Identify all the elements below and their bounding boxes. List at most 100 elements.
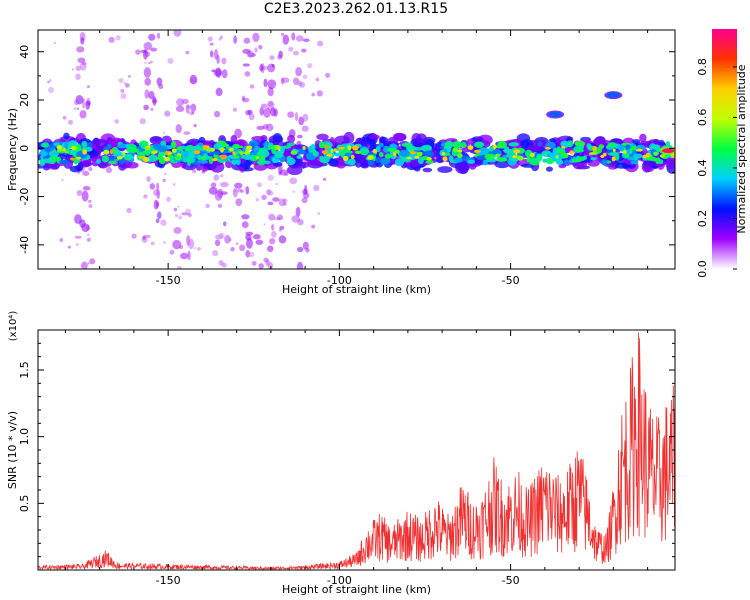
band-core xyxy=(448,155,454,162)
noise-blob xyxy=(270,107,276,117)
noise-dot xyxy=(75,242,79,247)
band-peak xyxy=(237,145,244,149)
noise-dot xyxy=(221,262,227,268)
noise-dot xyxy=(88,199,92,204)
noise-dot xyxy=(120,88,125,93)
band-blob xyxy=(471,136,484,143)
band-peak xyxy=(467,145,474,151)
noise-dot xyxy=(174,213,178,217)
band-core xyxy=(126,146,137,153)
noise-column xyxy=(265,34,290,252)
band-blob xyxy=(422,167,433,173)
noise-blob xyxy=(221,57,227,65)
band-core xyxy=(658,159,664,165)
band-core xyxy=(319,155,324,160)
band-core xyxy=(582,155,588,160)
band-peak xyxy=(245,145,253,150)
noise-blob xyxy=(296,134,303,139)
noise-dot xyxy=(126,207,132,214)
band-core xyxy=(258,147,268,153)
noise-blob xyxy=(235,198,243,207)
noise-dot xyxy=(301,197,308,204)
band-blob xyxy=(545,166,553,172)
band-core xyxy=(48,150,59,158)
noise-dot xyxy=(217,203,223,209)
y-tick-label: -40 xyxy=(18,236,31,254)
band-core xyxy=(81,140,88,148)
band-peak xyxy=(457,149,463,153)
noise-blob xyxy=(209,50,214,58)
band-blob xyxy=(368,134,380,140)
band-core xyxy=(182,150,189,158)
noise-blob xyxy=(255,239,264,245)
noise-dot xyxy=(322,177,327,181)
noise-dot xyxy=(135,49,141,55)
noise-dot xyxy=(218,37,222,41)
band-core xyxy=(607,142,617,148)
signal-band xyxy=(38,131,675,176)
band-core xyxy=(401,143,413,147)
band-blob xyxy=(639,133,647,143)
noise-blob xyxy=(248,113,255,121)
noise-dot xyxy=(47,80,50,84)
band-core xyxy=(425,160,434,164)
noise-blob xyxy=(280,77,285,85)
band-core xyxy=(109,156,118,160)
band-peak xyxy=(274,145,281,150)
colorbar-tick-label: 0.4 xyxy=(696,159,709,177)
noise-dot xyxy=(167,57,174,64)
noise-dot xyxy=(48,87,54,93)
band-core xyxy=(333,152,341,157)
band-peak xyxy=(513,149,521,154)
band-peak xyxy=(612,148,616,153)
noise-dot xyxy=(233,189,236,192)
noise-blob xyxy=(173,30,182,37)
band-core xyxy=(627,156,636,161)
band-core xyxy=(64,141,69,149)
noise-dot xyxy=(258,44,263,50)
band-peak xyxy=(228,147,234,152)
noise-blob xyxy=(301,125,309,132)
band-peak xyxy=(414,155,420,159)
band-peak xyxy=(219,154,226,158)
noise-dot xyxy=(177,205,180,208)
colorbar-label: Normalized spectral amplitude xyxy=(735,64,748,233)
y-tick-label: 0.5 xyxy=(18,495,31,513)
band-core xyxy=(378,152,384,158)
noise-dot xyxy=(277,214,284,221)
noise-blob xyxy=(179,245,184,249)
noise-blob xyxy=(252,32,260,42)
noise-dot xyxy=(166,196,172,202)
band-peak xyxy=(326,153,333,157)
noise-blob xyxy=(242,97,250,103)
band-peak xyxy=(167,151,172,155)
noise-blob xyxy=(183,131,191,135)
snr-axes: -150 -100 -50 Height of straight line (km) 0… xyxy=(6,311,675,596)
band-blob xyxy=(596,139,611,145)
band-peak xyxy=(645,152,651,158)
band-peak xyxy=(70,145,78,151)
noise-dot xyxy=(49,78,52,82)
noise-dot xyxy=(87,262,90,265)
band-core xyxy=(654,145,660,151)
noise-blob xyxy=(291,32,296,41)
noise-blob xyxy=(295,206,301,217)
band-blob xyxy=(665,163,675,170)
band-peak xyxy=(474,149,481,153)
noise-blob xyxy=(157,211,162,220)
band-core xyxy=(367,159,375,166)
y-scale-note: (x10⁴) xyxy=(8,311,19,342)
noise-dot xyxy=(267,101,274,107)
noise-dot xyxy=(131,233,137,239)
noise-blob xyxy=(246,238,253,249)
noise-dot xyxy=(205,203,210,209)
noise-blob xyxy=(289,177,298,185)
noise-dot xyxy=(86,237,91,242)
noise-blob xyxy=(221,69,228,79)
noise-dot xyxy=(313,184,320,191)
band-peak xyxy=(367,155,374,160)
noise-dot xyxy=(105,166,113,174)
noise-dot xyxy=(88,203,93,209)
noise-blob xyxy=(82,186,91,191)
band-peak xyxy=(174,155,182,161)
